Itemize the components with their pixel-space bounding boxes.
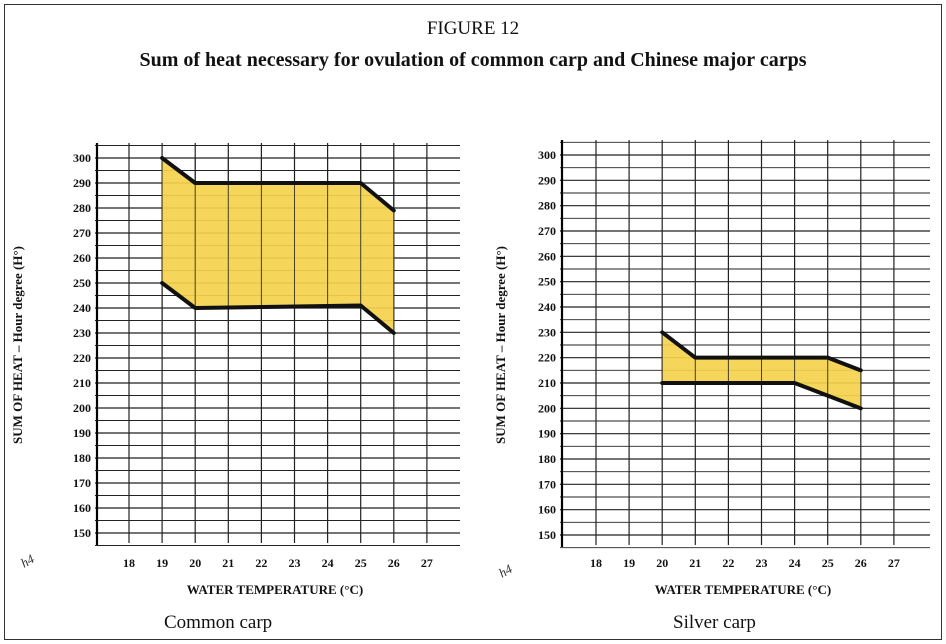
y-tick-label: 230 xyxy=(73,326,91,340)
range-area xyxy=(162,158,394,333)
y-tick-label: 280 xyxy=(538,199,556,213)
x-tick-label: 27 xyxy=(888,556,900,570)
y-tick-label: 190 xyxy=(73,426,91,440)
caption-silver-carp: Silver carp xyxy=(673,612,756,633)
caption-common-carp: Common carp xyxy=(164,612,273,633)
y-tick-label: 260 xyxy=(73,251,91,265)
y-tick-label: 200 xyxy=(73,401,91,415)
x-tick-label: 23 xyxy=(289,556,301,570)
x-tick-label: 22 xyxy=(722,556,734,570)
lower-boundary-line xyxy=(660,381,863,411)
x-tick-label: 25 xyxy=(355,556,367,570)
y-axis-label: SUM OF HEAT – Hour degree (H°) xyxy=(10,246,25,444)
x-tick-label: 21 xyxy=(689,556,701,570)
x-tick-label: 26 xyxy=(388,556,400,570)
y-tick-label: 170 xyxy=(73,476,91,490)
x-tick-label: 20 xyxy=(656,556,668,570)
y-tick-label: 170 xyxy=(538,477,556,491)
y-tick-label: 290 xyxy=(538,173,556,187)
y-tick-label: 240 xyxy=(73,301,91,315)
x-tick-label: 25 xyxy=(822,556,834,570)
x-tick-label: 18 xyxy=(590,556,602,570)
y-tick-label: 190 xyxy=(538,427,556,441)
lower-boundary-line xyxy=(160,281,396,335)
y-tick-label: 180 xyxy=(538,452,556,466)
figure-label: FIGURE 12 xyxy=(426,18,520,39)
figure-title: Sum of heat necessary for ovulation of c… xyxy=(139,49,807,71)
y-tick-label: 160 xyxy=(538,503,556,517)
y-tick-label: 240 xyxy=(538,300,556,314)
y-tick-label: 200 xyxy=(538,401,556,415)
y-tick-label: 220 xyxy=(538,351,556,365)
upper-boundary-line xyxy=(160,156,396,213)
y-tick-label: 220 xyxy=(73,351,91,365)
y-tick-label: 150 xyxy=(73,526,91,540)
y-tick-label: 280 xyxy=(73,201,91,215)
y-tick-label: 180 xyxy=(73,451,91,465)
y-tick-label: 150 xyxy=(538,528,556,542)
x-tick-label: 18 xyxy=(123,556,135,570)
upper-boundary-line xyxy=(660,330,863,373)
x-tick-label: 19 xyxy=(623,556,635,570)
x-tick-label: 27 xyxy=(421,556,433,570)
y-tick-label: 160 xyxy=(73,501,91,515)
corner-mark: h4 xyxy=(496,561,515,581)
x-tick-label: 21 xyxy=(222,556,234,570)
y-tick-label: 270 xyxy=(538,224,556,238)
y-tick-label: 270 xyxy=(73,226,91,240)
y-tick-label: 250 xyxy=(73,276,91,290)
y-tick-label: 250 xyxy=(538,275,556,289)
y-tick-label: 300 xyxy=(73,151,91,165)
y-axis-label: SUM OF HEAT – Hour degree (H°) xyxy=(493,246,508,444)
x-axis-label: WATER TEMPERATURE (°C) xyxy=(187,582,363,597)
x-tick-label: 19 xyxy=(156,556,168,570)
y-tick-label: 260 xyxy=(538,249,556,263)
x-tick-label: 24 xyxy=(789,556,801,570)
y-tick-label: 210 xyxy=(73,376,91,390)
x-tick-label: 20 xyxy=(189,556,201,570)
x-tick-label: 24 xyxy=(322,556,334,570)
x-tick-label: 26 xyxy=(855,556,867,570)
y-tick-label: 300 xyxy=(538,148,556,162)
x-axis-label: WATER TEMPERATURE (°C) xyxy=(655,582,831,597)
x-tick-label: 22 xyxy=(255,556,267,570)
y-tick-label: 230 xyxy=(538,325,556,339)
y-tick-label: 210 xyxy=(538,376,556,390)
x-tick-label: 23 xyxy=(756,556,768,570)
y-tick-label: 290 xyxy=(73,176,91,190)
figure-frame xyxy=(4,4,942,640)
